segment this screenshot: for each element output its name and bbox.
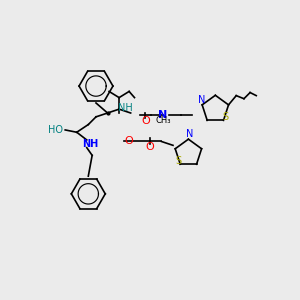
Text: NH: NH xyxy=(82,139,99,149)
Text: S: S xyxy=(222,112,228,122)
Text: N: N xyxy=(158,110,168,120)
Text: NH: NH xyxy=(118,103,133,112)
Text: O: O xyxy=(125,136,134,146)
Text: CH₃: CH₃ xyxy=(155,116,171,125)
Text: S: S xyxy=(175,156,181,166)
Text: HO: HO xyxy=(48,125,63,135)
Text: O: O xyxy=(141,116,150,126)
Text: N: N xyxy=(186,129,194,139)
Text: N: N xyxy=(199,94,206,105)
Text: O: O xyxy=(146,142,154,152)
